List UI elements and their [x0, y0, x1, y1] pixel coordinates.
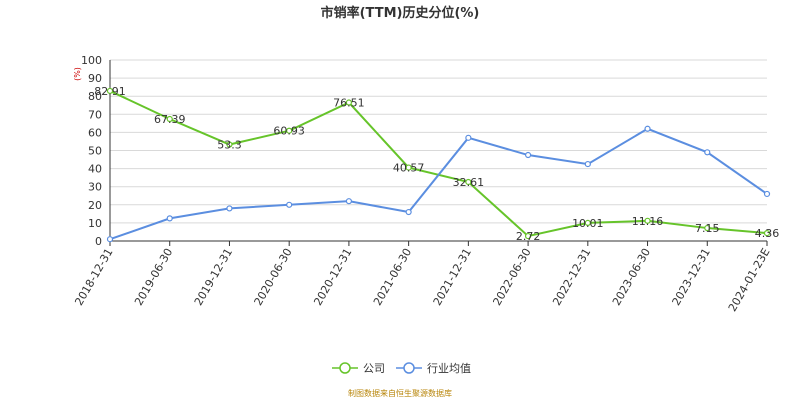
y-tick-label: 10 — [88, 217, 102, 230]
data-label: 60.93 — [273, 125, 305, 138]
data-point — [644, 125, 651, 132]
legend-marker — [403, 362, 415, 374]
data-point — [763, 190, 771, 198]
data-point — [465, 134, 472, 141]
data-label: 53.3 — [217, 139, 242, 152]
data-point — [345, 99, 353, 106]
data-label: 32.61 — [453, 176, 485, 189]
data-labels: 82.91 67.39 53.3 60.93 76.51 40.57 32.61 2.72 10… — [94, 85, 779, 243]
data-label: 2.72 — [516, 230, 541, 243]
y-tick-label: 20 — [88, 199, 102, 212]
x-tick-label: 2024-01-23E — [726, 246, 773, 314]
data-point — [584, 160, 591, 168]
source-note: 制图数据来自恒生聚源数据库 — [348, 388, 452, 398]
y-tick-label: 80 — [88, 90, 102, 103]
x-tick-label: 2020-06-30 — [252, 246, 295, 308]
data-point — [465, 178, 472, 186]
data-point — [644, 217, 651, 224]
data-label: 76.51 — [333, 97, 365, 110]
y-tick-label: 50 — [88, 145, 102, 158]
axes: 0 10 20 30 40 50 60 70 80 90 100 2018-12-31 2019-06-… — [72, 54, 772, 314]
x-tick-label: 2022-12-31 — [550, 246, 593, 308]
data-point — [405, 208, 412, 216]
series-line — [109, 90, 768, 238]
y-tick-label: 100 — [81, 54, 102, 67]
y-tick-label: 60 — [88, 126, 102, 139]
grid — [110, 59, 767, 242]
y-tick-label: 30 — [88, 181, 102, 194]
x-tick-label: 2020-12-31 — [311, 246, 354, 308]
data-label: 4.36 — [755, 227, 780, 240]
x-tick-label: 2022-06-30 — [490, 246, 533, 308]
y-tick-label: 90 — [88, 72, 102, 85]
y-tick-label: 0 — [95, 235, 102, 248]
legend-label: 行业均值 — [427, 362, 471, 375]
data-point — [345, 198, 353, 205]
data-label: 7.15 — [695, 222, 720, 235]
x-tick-label: 2019-06-30 — [132, 246, 175, 308]
series-layer — [106, 87, 771, 243]
data-point — [226, 141, 233, 148]
data-point — [166, 215, 173, 222]
y-axis-unit: (%) — [73, 67, 82, 81]
data-point — [405, 164, 412, 171]
data-point — [763, 230, 771, 237]
data-point — [584, 219, 591, 226]
data-point — [524, 151, 532, 159]
data-point — [704, 149, 711, 156]
legend-marker — [339, 362, 351, 374]
data-point — [106, 236, 114, 243]
data-point — [704, 224, 711, 232]
x-tick-label: 2018-12-31 — [72, 246, 115, 308]
data-point — [106, 87, 114, 95]
chart-title: 市销率(TTM)历史分位(%) — [321, 5, 480, 21]
y-tick-label: 40 — [88, 163, 102, 176]
data-point — [286, 127, 293, 134]
legend: 公司 行业均值 — [332, 362, 471, 375]
data-point — [286, 201, 293, 208]
data-point — [524, 232, 532, 240]
y-tick-label: 70 — [88, 108, 102, 121]
data-point — [226, 205, 233, 212]
data-label: 67.39 — [154, 113, 186, 126]
x-tick-label: 2021-12-31 — [431, 246, 474, 308]
legend-label: 公司 — [363, 362, 385, 375]
data-label: 82.91 — [94, 85, 126, 98]
x-tick-label: 2021-06-30 — [371, 246, 414, 308]
series-line — [109, 127, 768, 241]
x-tick-label: 2019-12-31 — [192, 246, 235, 308]
x-tick-label: 2023-12-31 — [670, 246, 713, 308]
x-tick-label: 2023-06-30 — [610, 246, 653, 308]
data-label: 40.57 — [393, 162, 425, 175]
data-point — [166, 115, 173, 123]
data-label: 11.16 — [632, 215, 664, 228]
data-label: 10.01 — [572, 217, 604, 230]
